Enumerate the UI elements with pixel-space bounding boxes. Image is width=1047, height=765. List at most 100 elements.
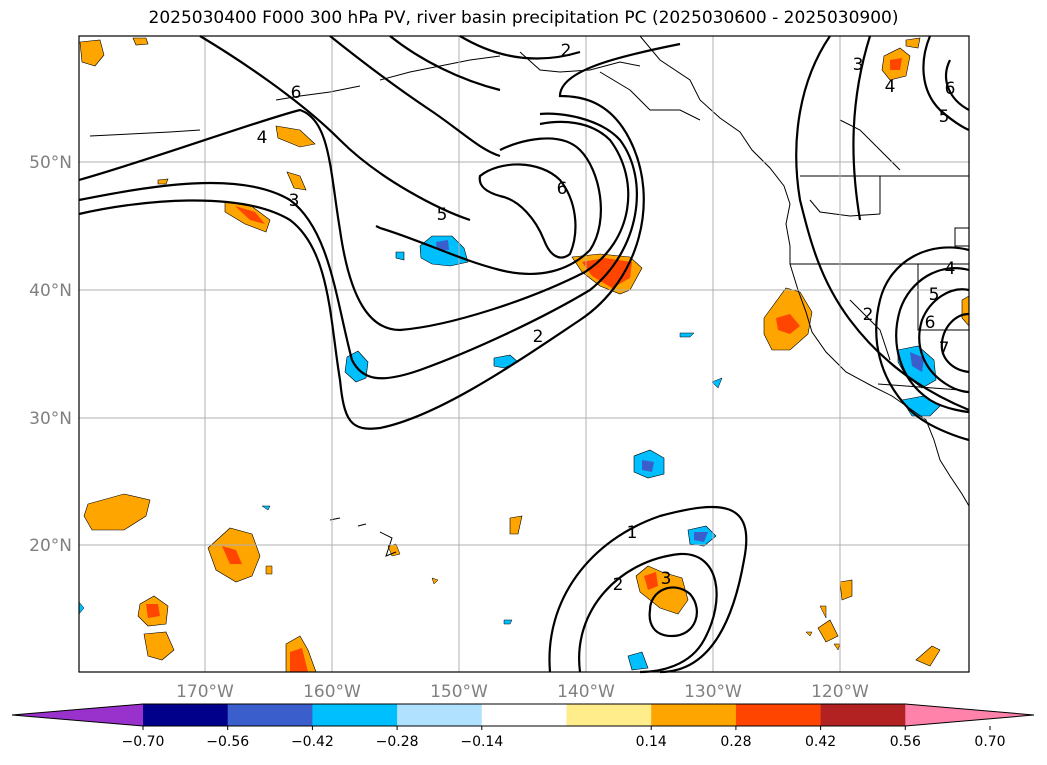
- pv-contour-5: [375, 137, 602, 276]
- precip-blob: [679, 332, 695, 338]
- precip-blob: [711, 377, 723, 389]
- colorbar-tick-label: −0.42: [291, 734, 334, 750]
- map-title: 2025030400 F000 300 hPa PV, river basin …: [148, 8, 899, 28]
- colorbar-tick-label: 0.42: [805, 734, 836, 750]
- map-border: [78, 35, 970, 673]
- precip-blob: [286, 171, 307, 191]
- precip-blob: [642, 460, 654, 472]
- contour-label: 7: [939, 339, 950, 359]
- colorbar-tick-label: −0.70: [122, 734, 165, 750]
- contour-label: 6: [557, 179, 568, 199]
- contour-label: 3: [661, 569, 672, 589]
- lon-axis: 170°W 160°W 150°W 140°W 130°W 120°W: [176, 682, 869, 702]
- lat-label: 50°N: [29, 153, 72, 173]
- contour-label: 3: [289, 191, 300, 211]
- precip-blob: [146, 604, 160, 618]
- lat-label: 40°N: [29, 281, 72, 301]
- colorbar-tick-label: 0.56: [890, 734, 921, 750]
- colorbar-tick-label: −0.14: [460, 734, 503, 750]
- lon-label: 150°W: [430, 682, 488, 702]
- pv-contour-upper: [199, 35, 471, 222]
- precip-blob: [132, 37, 149, 46]
- contour-label: 2: [561, 41, 572, 61]
- pv-contour-2: [78, 42, 681, 430]
- colorbar-segment: [481, 704, 567, 726]
- pv-contour-upper-2: [329, 35, 501, 158]
- lon-label: 160°W: [303, 682, 361, 702]
- colorbar-tick-label: −0.56: [206, 734, 249, 750]
- lat-label: 20°N: [29, 536, 72, 556]
- precip-blob: [395, 251, 405, 261]
- lat-axis: 50°N 40°N 30°N 20°N: [29, 153, 72, 556]
- pv-contour-1: [548, 505, 748, 674]
- precip-blob: [833, 643, 841, 651]
- contour-label: 5: [939, 107, 950, 127]
- colorbar-segment: [397, 704, 483, 726]
- lon-label: 130°W: [684, 682, 742, 702]
- precip-blob: [436, 240, 449, 250]
- colorbar-tick-label: −0.28: [376, 734, 419, 750]
- colorbar-segment: [651, 704, 737, 726]
- pv-contour-4: [78, 108, 630, 332]
- precip-blob: [627, 651, 649, 671]
- contour-label: 6: [925, 313, 936, 333]
- colorbar-segment: [143, 704, 229, 726]
- contour-label: 2: [533, 327, 544, 347]
- pv-contour-3s: [648, 586, 698, 638]
- pv-contour-ring-3: [918, 288, 970, 394]
- precip-blob: [509, 515, 523, 535]
- map-panel: 2 6 4 3 5 6 2 3 4 6 5 4 5 6 7 2 1 2 3: [78, 35, 970, 674]
- lon-label: 120°W: [811, 682, 869, 702]
- contour-label: 1: [627, 523, 638, 543]
- contour-label: 4: [257, 128, 268, 148]
- pv-contour-ring-2: [895, 267, 970, 414]
- precip-blob: [431, 577, 439, 585]
- lat-label: 30°N: [29, 409, 72, 429]
- precip-blob: [905, 37, 921, 49]
- lon-label: 140°W: [557, 682, 615, 702]
- precip-blob: [839, 579, 853, 601]
- colorbar-extend-high: [905, 704, 1034, 726]
- pv-contour-ring-1: [875, 246, 970, 442]
- contour-label: 2: [863, 305, 874, 325]
- precip-blob: [290, 648, 308, 672]
- precip-blob: [235, 206, 265, 224]
- colorbar-segment: [820, 704, 906, 726]
- pv-contour-east: [795, 35, 970, 412]
- colorbar: −0.70 −0.56 −0.42 −0.28 −0.14 0.14 0.28 0.42 0.5…: [11, 703, 1035, 750]
- precip-blob: [910, 352, 924, 372]
- pv-contour-ne-2: [945, 59, 970, 111]
- pv-contour-east-2: [852, 35, 872, 221]
- lon-label: 170°W: [176, 682, 234, 702]
- precip-blob: [83, 493, 151, 531]
- contour-label: 2: [613, 575, 624, 595]
- gridlines: [79, 36, 969, 672]
- contour-label: 6: [945, 79, 956, 99]
- contour-label: 5: [929, 285, 940, 305]
- contour-label: 6: [291, 83, 302, 103]
- colorbar-extend-low: [12, 704, 143, 726]
- contour-label: 3: [853, 55, 864, 75]
- contour-labels: 2 6 4 3 5 6 2 3 4 6 5 4 5 6 7 2 1 2 3: [257, 41, 956, 595]
- contour-label: 5: [437, 205, 448, 225]
- precip-blob: [819, 605, 827, 619]
- precip-blob: [79, 39, 105, 67]
- pv-contour-upper-4: [459, 35, 581, 60]
- precip-blob: [915, 645, 941, 667]
- pv-contour-ring-4: [940, 312, 970, 374]
- precip-blob: [694, 532, 708, 542]
- precip-blob: [222, 546, 242, 564]
- precip-blob: [503, 619, 513, 625]
- colorbar-tick-label: 0.14: [636, 734, 667, 750]
- contour-label: 4: [945, 259, 956, 279]
- precip-blob: [644, 572, 658, 590]
- pv-contour-2s: [578, 552, 718, 674]
- pv-contours: [78, 35, 970, 674]
- contour-label: 4: [885, 77, 896, 97]
- pv-contour-upper-3: [389, 35, 501, 92]
- colorbar-segment: [227, 704, 313, 726]
- precip-blob: [890, 58, 902, 70]
- colorbar-segment: [566, 704, 652, 726]
- precip-blob: [275, 125, 316, 148]
